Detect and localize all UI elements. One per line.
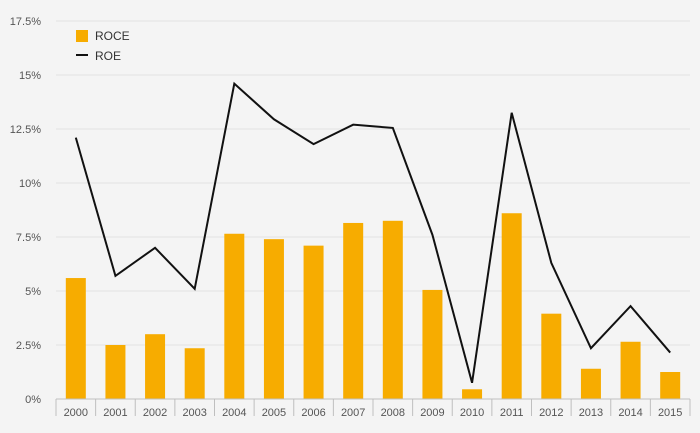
x-tick-label: 2006 [301, 407, 325, 419]
bar-2005 [263, 239, 284, 399]
bar-2013 [580, 368, 601, 399]
bar-2004 [224, 233, 245, 399]
bar-2003 [184, 348, 205, 399]
x-axis: 2000 2001 2002 2003 2004 2005 2006 2007 2008 2009… [55, 398, 691, 419]
y-tick-label: 15% [19, 70, 41, 82]
bar-2012 [541, 313, 562, 399]
bar-2002 [145, 334, 166, 399]
bar-2015 [660, 372, 681, 399]
x-tick-label: 2015 [658, 407, 682, 419]
x-tick-label: 2007 [341, 407, 365, 419]
bar-2008 [382, 220, 403, 399]
bar-2010 [462, 389, 483, 399]
bar-2011 [501, 213, 522, 399]
y-tick-label: 2.5% [16, 340, 41, 352]
y-tick-label: 5% [25, 286, 41, 298]
x-tick-label: 2008 [381, 407, 405, 419]
x-tick-label: 2009 [420, 407, 444, 419]
bar-2007 [343, 222, 364, 399]
bar-2000 [65, 278, 86, 399]
x-tick-label: 2012 [539, 407, 563, 419]
bar-2014 [620, 341, 641, 399]
x-tick-label: 2014 [618, 407, 642, 419]
y-tick-label: 12.5% [10, 124, 41, 136]
y-tick-label: 0% [25, 394, 41, 406]
x-tick-label: 2001 [103, 407, 127, 419]
x-tick-label: 2011 [500, 407, 524, 419]
y-axis-ticks: 0% 2.5% 5% 7.5% 10% 12.5% 15% 17.5% [10, 16, 41, 406]
bar-2009 [422, 289, 443, 399]
legend-label-roe: ROE [95, 49, 121, 63]
x-tick-label: 2002 [143, 407, 167, 419]
legend: ROCE ROE [76, 29, 130, 63]
x-tick-label: 2003 [182, 407, 206, 419]
x-tick-label: 2005 [262, 407, 286, 419]
roe-line-series [74, 81, 671, 384]
roe-line [74, 81, 671, 384]
x-tick-label: 2010 [460, 407, 484, 419]
roce-bars [65, 213, 681, 399]
legend-swatch-roce [76, 30, 88, 42]
bar-2001 [105, 345, 126, 399]
bar-2006 [303, 245, 324, 399]
x-tick-label: 2004 [222, 407, 246, 419]
x-tick-label: 2000 [64, 407, 88, 419]
y-tick-label: 10% [19, 178, 41, 190]
y-tick-label: 7.5% [16, 232, 41, 244]
x-tick-label: 2013 [579, 407, 603, 419]
legend-label-roce: ROCE [95, 29, 130, 43]
y-tick-label: 17.5% [10, 16, 41, 28]
